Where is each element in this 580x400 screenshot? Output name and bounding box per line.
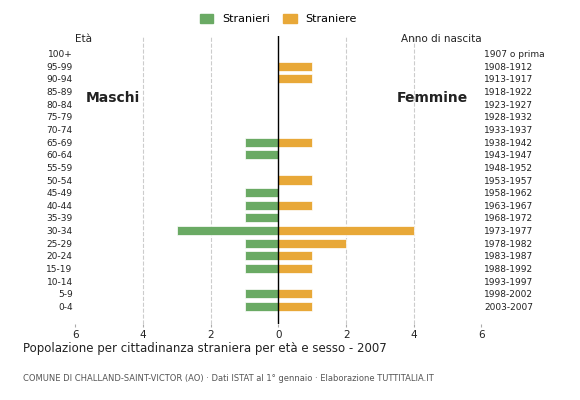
Bar [245, 239, 278, 248]
Bar [245, 201, 278, 210]
Bar [278, 62, 312, 71]
Bar [245, 213, 278, 222]
Bar [245, 302, 278, 311]
Bar [245, 150, 278, 159]
Bar [245, 289, 278, 298]
Bar [245, 138, 278, 147]
Text: Popolazione per cittadinanza straniera per età e sesso - 2007: Popolazione per cittadinanza straniera p… [23, 342, 387, 355]
Text: Femmine: Femmine [397, 91, 468, 105]
Bar [278, 302, 312, 311]
Bar [278, 74, 312, 84]
Bar [278, 289, 312, 298]
Text: Anno di nascita: Anno di nascita [401, 34, 481, 44]
Bar [278, 264, 312, 273]
Legend: Stranieri, Straniere: Stranieri, Straniere [195, 10, 361, 29]
Text: Età: Età [75, 34, 92, 44]
Bar [278, 239, 346, 248]
Bar [177, 226, 278, 235]
Text: Maschi: Maschi [86, 91, 140, 105]
Bar [278, 226, 414, 235]
Bar [245, 264, 278, 273]
Bar [278, 138, 312, 147]
Bar [278, 251, 312, 260]
Text: COMUNE DI CHALLAND-SAINT-VICTOR (AO) · Dati ISTAT al 1° gennaio · Elaborazione T: COMUNE DI CHALLAND-SAINT-VICTOR (AO) · D… [23, 374, 434, 383]
Bar [245, 188, 278, 197]
Bar [278, 201, 312, 210]
Bar [245, 251, 278, 260]
Bar [278, 176, 312, 184]
